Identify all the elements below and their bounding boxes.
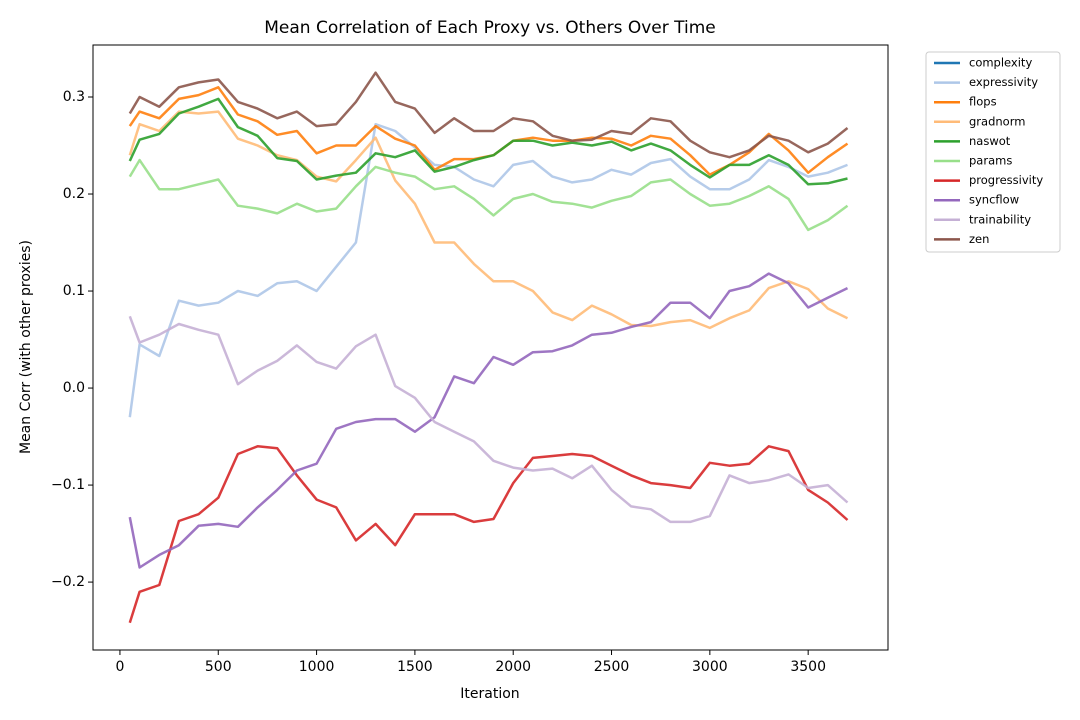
legend-label: expressivity: [969, 75, 1038, 89]
y-axis-label: Mean Corr (with other proxies): [18, 240, 34, 454]
series-line: [128, 122, 848, 418]
x-tick-label: 2500: [594, 659, 630, 675]
series-line: [128, 97, 848, 186]
x-axis-label: Iteration: [460, 686, 519, 702]
series-line: [128, 315, 849, 524]
x-tick-label: 1000: [299, 659, 335, 675]
y-tick-label: −0.1: [51, 477, 85, 493]
plot-frame: [92, 44, 889, 651]
x-tick-label: 2000: [495, 659, 531, 675]
legend-label: zen: [969, 232, 989, 246]
legend-label: flops: [969, 95, 997, 109]
legend-label: syncflow: [969, 193, 1019, 207]
legend-label: trainability: [969, 212, 1031, 226]
y-tick-label: 0.1: [63, 283, 85, 299]
x-tick-label: 500: [205, 659, 232, 675]
series-line: [128, 71, 849, 159]
series-line: [128, 110, 849, 330]
x-tick-label: 3000: [692, 659, 728, 675]
series-line: [128, 158, 849, 232]
x-tick-label: 0: [115, 659, 124, 675]
legend-label: naswot: [969, 134, 1011, 148]
legend-label: progressivity: [969, 173, 1043, 187]
y-tick-label: 0.3: [63, 89, 85, 105]
y-tick-label: −0.2: [51, 574, 85, 590]
chart-title: Mean Correlation of Each Proxy vs. Other…: [264, 18, 715, 38]
x-tick-label: 1500: [397, 659, 433, 675]
series-line: [128, 445, 849, 624]
y-tick-label: 0.0: [63, 380, 85, 396]
y-tick-label: 0.2: [63, 186, 85, 202]
legend-label: gradnorm: [969, 114, 1025, 128]
legend-label: complexity: [969, 56, 1032, 70]
legend-label: params: [969, 154, 1012, 168]
series-line: [128, 272, 849, 569]
x-tick-label: 3500: [790, 659, 826, 675]
